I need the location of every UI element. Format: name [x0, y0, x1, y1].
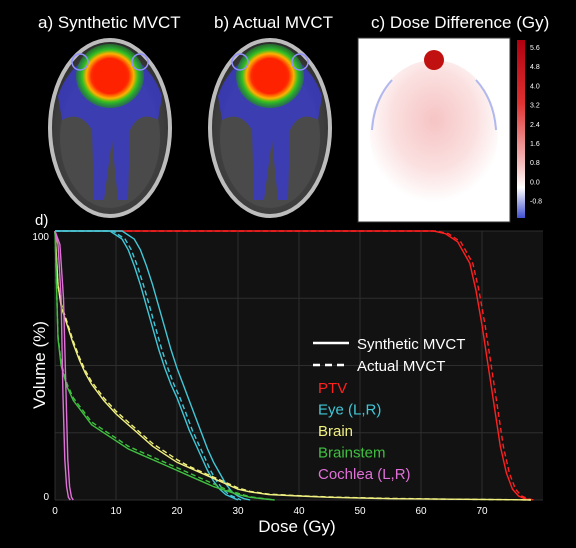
legend-item: Eye (L,R)	[318, 402, 381, 419]
colorbar-tick-label: 4.0	[530, 83, 540, 90]
dvh-line-cochlea-l-r	[54, 230, 71, 501]
eye-left-contour	[71, 53, 89, 71]
colorbar-tick-label: 1.6	[530, 141, 540, 148]
colorbar-tick-label: 5.6	[530, 45, 540, 52]
colorbar-tick-label: 0.0	[530, 179, 540, 186]
legend-item: Brain	[318, 423, 353, 440]
legend-dashed-label: Actual MVCT	[357, 358, 445, 375]
dvh-series	[54, 230, 534, 501]
dose-difference-map	[357, 37, 525, 223]
x-tick-label: 70	[476, 506, 488, 517]
dvh-line-ptv	[55, 230, 534, 501]
legend: Synthetic MVCT Actual MVCT PTV Eye (L,R) B…	[313, 336, 465, 483]
x-axis-label: Dose (Gy)	[258, 517, 335, 536]
legend-solid-label: Synthetic MVCT	[357, 336, 465, 353]
eye-right-contour	[131, 53, 149, 71]
panel-a-title: a) Synthetic MVCT	[38, 13, 181, 32]
x-tick-label: 20	[171, 506, 183, 517]
x-tick-label: 40	[293, 506, 305, 517]
dvh-line-eye-l-r	[55, 230, 251, 501]
colorbar-tick-label: -0.8	[530, 199, 542, 206]
dvh-line-eye-l-r	[55, 230, 242, 501]
colorbar-tick-label: 4.8	[530, 64, 540, 71]
panel-d-label: d)	[35, 212, 49, 229]
panel-c-title: c) Dose Difference (Gy)	[371, 13, 550, 32]
colorbar-tick-label: 0.8	[530, 160, 540, 167]
difference-hotspot	[424, 50, 444, 70]
colorbar-tick-label: 3.2	[530, 103, 540, 110]
legend-item: PTV	[318, 380, 347, 397]
colorbar	[517, 40, 525, 218]
x-tick-label: 60	[415, 506, 427, 517]
y-tick-label: 100	[32, 232, 49, 243]
ptv-core	[93, 58, 127, 94]
x-tick-label: 50	[354, 506, 366, 517]
x-tick-label: 10	[110, 506, 122, 517]
actual-mvct-image	[208, 38, 332, 218]
synthetic-mvct-image	[48, 38, 172, 218]
panel-b-title: b) Actual MVCT	[214, 13, 334, 32]
colorbar-tick-label: 2.4	[530, 122, 540, 129]
dvh-line-brainstem	[54, 230, 275, 501]
x-tick-labels: 0 10 20 30 40 50 60 70	[52, 506, 488, 517]
dvh-line-ptv	[55, 230, 531, 501]
dvh-line-brainstem	[54, 230, 275, 501]
y-tick-label: 0	[43, 492, 49, 503]
colorbar-ticks: 5.6 4.8 4.0 3.2 2.4 1.6 0.8 0.0 -0.8	[530, 45, 542, 206]
dvh-line-brain	[54, 230, 531, 501]
y-axis-label: Volume (%)	[30, 321, 49, 409]
x-tick-label: 30	[232, 506, 244, 517]
x-tick-label: 0	[52, 506, 58, 517]
dvh-chart: 0 10 20 30 40 50 60 70 100 0 Dose (Gy) Volume (…	[30, 230, 543, 536]
dvh-line-cochlea-l-r	[54, 230, 74, 501]
legend-item: Cochlea (L,R)	[318, 466, 411, 483]
legend-item: Brainstem	[318, 445, 386, 462]
